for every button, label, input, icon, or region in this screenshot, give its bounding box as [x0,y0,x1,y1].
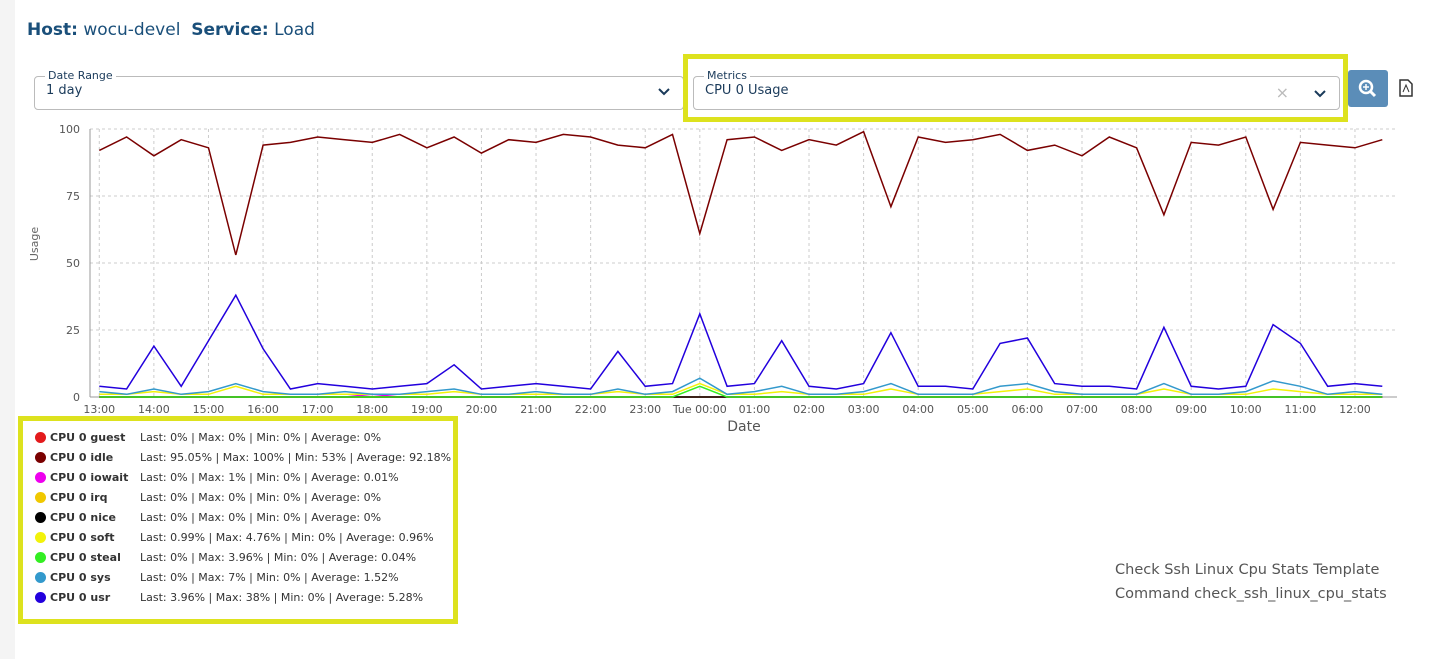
x-tick-label: 15:00 [193,403,225,416]
date-range-value: 1 day [46,83,83,98]
x-tick-label: 21:00 [520,403,552,416]
legend-item[interactable]: CPU 0 soft Last: 0.99% | Max: 4.76% | Min… [25,527,451,547]
legend-swatch [35,451,46,463]
legend-name: CPU 0 irq [50,490,108,504]
legend-name: CPU 0 steal [50,550,121,564]
x-tick-label: 08:00 [1121,403,1153,416]
x-tick-label: 22:00 [575,403,607,416]
metrics-select[interactable]: Metrics CPU 0 Usage × [693,69,1340,110]
legend-item[interactable]: CPU 0 idle Last: 95.05% | Max: 100% | Min… [25,447,451,467]
y-tick-label: 0 [73,391,80,404]
legend-stats: Last: 95.05% | Max: 100% | Min: 53% | Av… [140,450,452,464]
y-axis-label: Usage [28,227,41,262]
x-tick-label: 16:00 [247,403,279,416]
x-tick-label: 12:00 [1339,403,1371,416]
legend-swatch [35,491,46,503]
x-tick-label: 19:00 [411,403,443,416]
legend: CPU 0 guest Last: 0% | Max: 0% | Min: 0% … [25,427,451,607]
x-tick-label: 02:00 [793,403,825,416]
pdf-icon[interactable] [1399,79,1413,97]
x-tick-label: Tue 00:00 [672,403,727,416]
legend-item[interactable]: CPU 0 nice Last: 0% | Max: 0% | Min: 0% |… [25,507,451,527]
legend-item[interactable]: CPU 0 iowait Last: 0% | Max: 1% | Min: 0%… [25,467,451,487]
legend-stats: Last: 0% | Max: 7% | Min: 0% | Average: … [140,570,399,584]
series-line [98,130,1383,256]
y-tick-label: 100 [59,123,80,136]
legend-stats: Last: 0.99% | Max: 4.76% | Min: 0% | Ave… [140,530,434,544]
x-axis-label: Date [727,419,760,435]
legend-name: CPU 0 nice [50,510,116,524]
series-line [99,385,1383,398]
chevron [1314,90,1326,98]
chart: Usage Date 0 25 50 75 100 13:00 14:00 15:00 16:0… [28,123,1397,435]
series-line [99,377,1383,396]
legend-name: CPU 0 soft [50,530,115,544]
legend-item[interactable]: CPU 0 steal Last: 0% | Max: 3.96% | Min: … [25,547,451,567]
x-tick-label: 17:00 [302,403,334,416]
legend-stats: Last: 0% | Max: 0% | Min: 0% | Average: … [140,430,382,444]
x-tick-label: 01:00 [739,403,771,416]
legend-stats: Last: 3.96% | Max: 38% | Min: 0% | Avera… [140,590,424,604]
highlight [18,416,458,624]
x-tick-label: 06:00 [1012,403,1044,416]
legend-name: CPU 0 sys [50,570,111,584]
date-range-select[interactable]: Date Range 1 day [34,69,684,110]
service-label: Service: [191,20,269,40]
host: wocu-devel [83,20,181,40]
x-tick-label: 23:00 [629,403,661,416]
y-tick-label: 75 [66,190,80,203]
legend-item[interactable]: CPU 0 guest Last: 0% | Max: 0% | Min: 0% … [25,427,451,447]
legend-stats: Last: 0% | Max: 0% | Min: 0% | Average: … [140,510,382,524]
metrics-label: Metrics [704,69,750,82]
y-tick-label: 25 [66,324,80,337]
y-tick-label: 50 [66,257,80,270]
clear-icon[interactable]: × [1275,83,1289,102]
legend-swatch [35,591,46,603]
legend-swatch [35,431,46,443]
x-tick-label: 03:00 [848,403,880,416]
x-tick-label: 14:00 [138,403,170,416]
legend-name: CPU 0 iowait [50,470,129,484]
x-tick-label: 20:00 [466,403,498,416]
zoom-button[interactable] [1348,70,1388,107]
highlight [683,54,1348,122]
footer-text: Command check_ssh_linux_cpu_stats [1115,586,1387,602]
legend-item[interactable]: CPU 0 usr Last: 3.96% | Max: 38% | Min: 0… [25,587,451,607]
legend-swatch [35,511,46,523]
service: Load [274,20,315,40]
x-tick-label: 04:00 [902,403,934,416]
legend-name: CPU 0 guest [50,430,126,444]
series-line [99,293,1383,390]
chevron [658,88,670,96]
legend-stats: Last: 0% | Max: 1% | Min: 0% | Average: … [140,470,399,484]
legend-item[interactable]: CPU 0 irq Last: 0% | Max: 0% | Min: 0% | … [25,487,451,507]
legend-item[interactable]: CPU 0 sys Last: 0% | Max: 7% | Min: 0% | … [25,567,451,587]
legend-swatch [35,471,46,483]
host-label: Host: [27,20,78,40]
x-tick-label: 13:00 [83,403,115,416]
legend-name: CPU 0 usr [50,590,111,604]
footer-text: Check Ssh Linux Cpu Stats Template [1115,562,1380,578]
date-range-label: Date Range [45,69,116,82]
x-tick-label: 18:00 [356,403,388,416]
x-tick-label: 07:00 [1066,403,1098,416]
x-tick-label: 11:00 [1285,403,1317,416]
legend-name: CPU 0 idle [50,450,114,464]
header: Host: wocu-devel Service: Load [27,20,315,40]
legend-swatch [35,531,46,543]
metrics-value: CPU 0 Usage [705,83,789,98]
x-tick-label: 10:00 [1230,403,1262,416]
zoom-icon [1358,79,1377,98]
legend-swatch [35,571,46,583]
x-tick-label: 05:00 [957,403,989,416]
legend-stats: Last: 0% | Max: 3.96% | Min: 0% | Averag… [140,550,417,564]
x-tick-label: 09:00 [1175,403,1207,416]
legend-swatch [35,551,46,563]
legend-stats: Last: 0% | Max: 0% | Min: 0% | Average: … [140,490,382,504]
